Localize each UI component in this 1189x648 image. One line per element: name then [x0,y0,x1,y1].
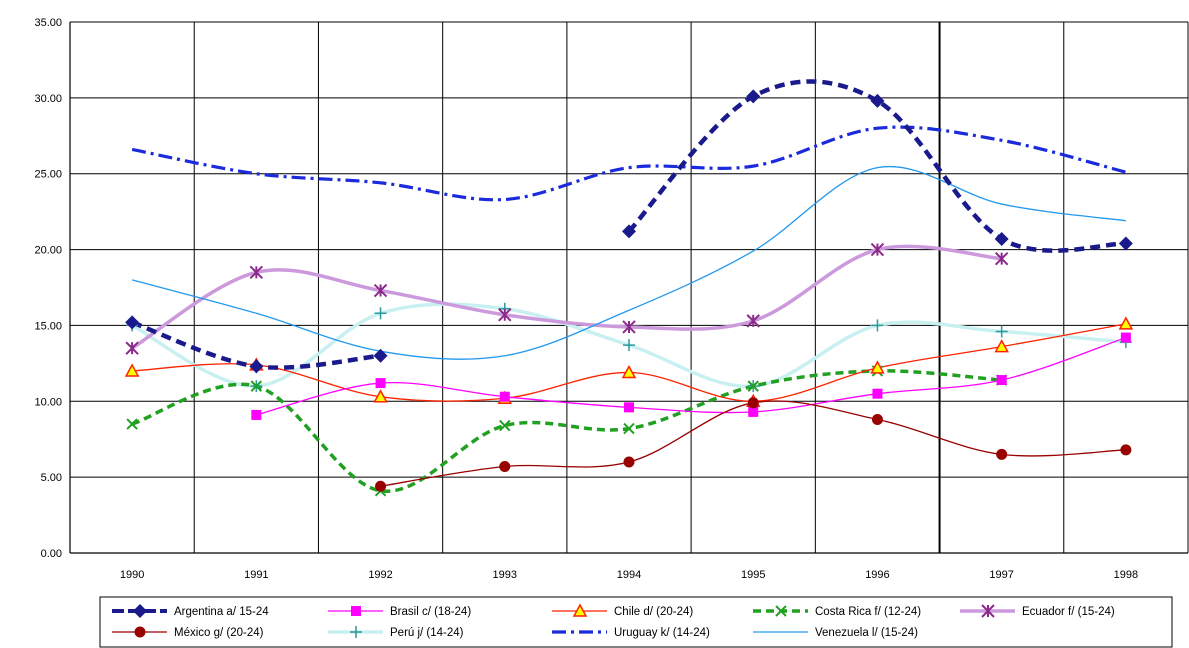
axes [69,22,1188,554]
series-markers [124,89,1134,497]
y-tick-label: 20.00 [34,245,62,257]
y-tick-label: 25.00 [34,169,62,181]
data-point-brasil [996,375,1007,386]
y-tick-label: 10.00 [34,396,62,408]
x-tick-label: 1997 [989,569,1013,581]
series-line-chile [132,323,1127,402]
legend-marker-argentina [133,604,147,618]
data-point-costa [623,422,635,435]
data-point-ecuador [870,242,885,257]
data-point-ecuador [746,314,760,328]
data-point-mexico [499,461,511,473]
y-tick-labels: 0.00 5.00 10.00 15.00 20.00 25.00 30.00 35.00 [34,17,62,560]
data-point-ecuador [373,283,388,298]
data-point-ecuador [498,308,512,322]
legend-label-brasil: Brasil c/ (18-24) [390,606,471,618]
data-point-brasil [1120,332,1131,343]
data-point-argentina [746,89,761,104]
data-point-peru [871,319,884,332]
data-point-argentina [1118,236,1133,251]
legend-marker-costa [775,605,787,617]
data-point-argentina [125,315,140,330]
legend-label-uruguay: Uruguay k/ (14-24) [614,627,710,639]
data-point-chile [621,364,637,379]
data-point-brasil [624,402,634,413]
x-tick-label: 1998 [1114,569,1138,581]
x-tick-label: 1996 [865,569,889,581]
data-point-brasil [872,388,883,399]
data-point-argentina [622,224,636,239]
data-point-mexico [375,480,387,492]
y-tick-label: 5.00 [41,472,62,484]
legend-marker-ecuador [981,604,995,618]
data-point-ecuador [994,251,1009,266]
data-point-argentina [994,231,1009,246]
data-point-peru [995,325,1008,338]
data-point-ecuador [622,320,636,334]
data-point-argentina [870,93,885,108]
legend-label-argentina: Argentina a/ 15-24 [174,606,269,618]
legend-marker-chile [572,603,588,617]
x-tick-label: 1990 [120,569,144,581]
data-point-costa [250,380,263,392]
legend-marker-brasil [351,606,361,616]
data-point-brasil [748,406,759,417]
legend-label-costa: Costa Rica f/ (12-24) [815,606,921,618]
legend-label-venezuela: Venezuela l/ (15-24) [815,627,918,639]
legend-label-peru: Perú j/ (14-24) [390,627,464,639]
data-point-mexico [1120,444,1132,456]
data-point-argentina [249,359,264,374]
data-point-chile [994,339,1009,353]
data-point-mexico [623,456,635,468]
series-line-ecuador [131,244,1002,350]
data-point-mexico [996,448,1008,460]
legend-box [99,596,1173,648]
x-tick-label: 1992 [368,569,392,581]
legend-label-chile: Chile d/ (20-24) [614,606,693,618]
data-point-peru [623,339,635,352]
data-point-brasil [499,391,510,402]
legend-label-mexico: México g/ (20-24) [174,627,264,639]
legend: Argentina a/ 15-24 Brasil c/ (18-24) Chile… [99,596,1173,648]
data-point-brasil [251,409,262,420]
legend-label-ecuador: Ecuador f/ (15-24) [1022,606,1115,618]
x-tick-labels: 1990 1991 1992 1993 1994 1995 1996 1997 1998 [120,569,1138,581]
x-tick-label: 1993 [493,569,517,581]
data-point-chile [124,363,140,377]
data-point-chile [373,389,388,403]
data-point-mexico [871,413,883,425]
data-point-costa [126,418,138,430]
data-point-argentina [373,348,388,363]
x-tick-label: 1995 [741,569,765,581]
series-line-uruguay [131,125,1127,202]
grid-lines [70,21,1189,554]
x-tick-label: 1994 [617,569,641,581]
series-line-brasil [256,336,1127,416]
data-point-ecuador [249,265,264,280]
data-point-chile [870,360,885,374]
series-line-argentina [627,79,1126,253]
y-tick-label: 35.00 [34,17,62,29]
series-line-venezuela [131,165,1126,360]
legend-marker-mexico [134,626,146,638]
data-point-costa [747,380,759,392]
x-tick-label: 1991 [244,569,268,581]
legend-marker-peru [350,626,362,638]
data-point-mexico [747,397,759,409]
y-tick-label: 15.00 [34,320,62,332]
data-point-costa [499,419,511,432]
y-tick-label: 0.00 [41,548,62,560]
data-point-chile [1118,316,1134,330]
data-point-brasil [375,378,386,389]
data-point-peru [374,307,387,320]
data-point-ecuador [125,341,139,355]
series-line-costa [131,369,1002,493]
y-tick-label: 30.00 [34,93,62,105]
